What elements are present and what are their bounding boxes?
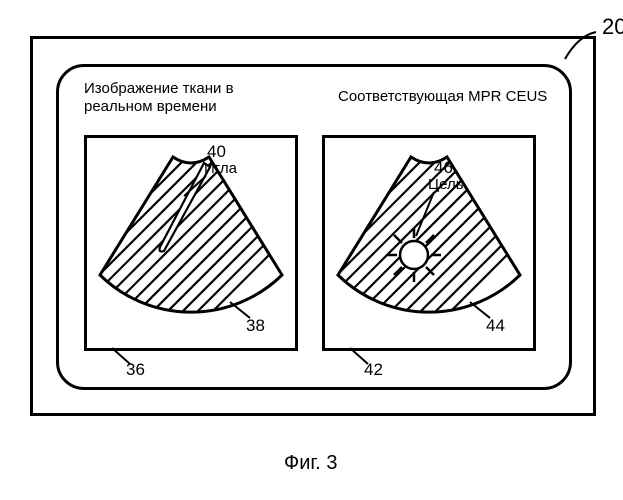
- leader-36: [108, 346, 138, 370]
- leader-target: [410, 188, 446, 244]
- figure-canvas: 20 Изображение ткани в реальном времени …: [0, 0, 623, 500]
- ref-20: 20: [602, 14, 623, 40]
- right-title: Соответствующая MPR CEUS: [338, 88, 558, 106]
- leader-44: [466, 298, 500, 326]
- leader-38: [226, 298, 260, 326]
- leader-needle: [178, 170, 218, 210]
- right-target-ref: 46: [434, 158, 453, 178]
- left-sector: [84, 135, 298, 351]
- left-title: Изображение ткани в реальном времени: [84, 80, 304, 116]
- figure-caption: Фиг. 3: [284, 452, 337, 475]
- leader-42: [346, 346, 376, 370]
- left-needle-ref: 40: [207, 142, 226, 162]
